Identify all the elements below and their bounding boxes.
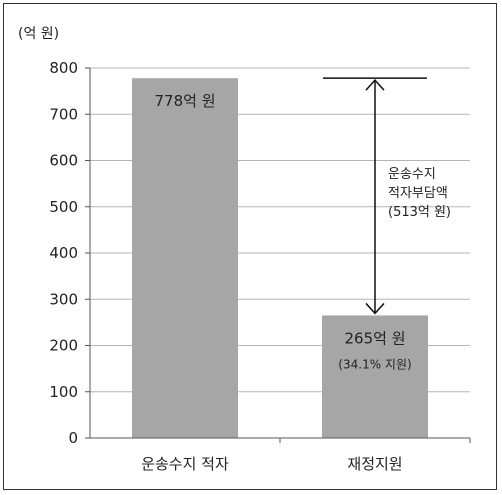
data-label: 778억 원 — [155, 92, 216, 110]
y-axis-unit-label: (억 원) — [18, 26, 59, 42]
y-tick-label: 200 — [49, 337, 78, 355]
annotation-label: 운송수지 — [388, 167, 436, 182]
bar — [132, 78, 238, 439]
y-tick-label: 100 — [49, 383, 78, 401]
y-tick-label: 800 — [49, 59, 78, 77]
y-tick-label: 400 — [49, 244, 78, 262]
axes — [85, 67, 471, 443]
data-labels: 778억 원 265억 원 (34.1% 지원) — [155, 92, 412, 371]
category-labels: 운송수지 적자 재정지원 — [141, 455, 402, 473]
y-tick-label: 700 — [49, 105, 78, 123]
x-category-label: 재정지원 — [347, 455, 402, 473]
arrow-head-up — [365, 79, 385, 91]
arrow-head-down — [365, 302, 385, 315]
y-tick-label: 300 — [49, 290, 78, 308]
y-tick-label: 600 — [49, 152, 78, 170]
bar — [322, 315, 428, 438]
data-label-sub: (34.1% 지원) — [338, 357, 411, 371]
y-tick-label: 500 — [49, 198, 78, 216]
x-category-label: 운송수지 적자 — [141, 455, 229, 473]
data-label: 265억 원 — [345, 329, 406, 347]
y-tick-labels: 0 100 200 300 400 500 600 700 800 — [49, 59, 78, 447]
annotation-label: (513억 원) — [388, 205, 451, 220]
bars — [132, 78, 428, 439]
y-tick-label: 0 — [68, 429, 78, 447]
annotation-label: 적자부담액 — [388, 186, 448, 201]
